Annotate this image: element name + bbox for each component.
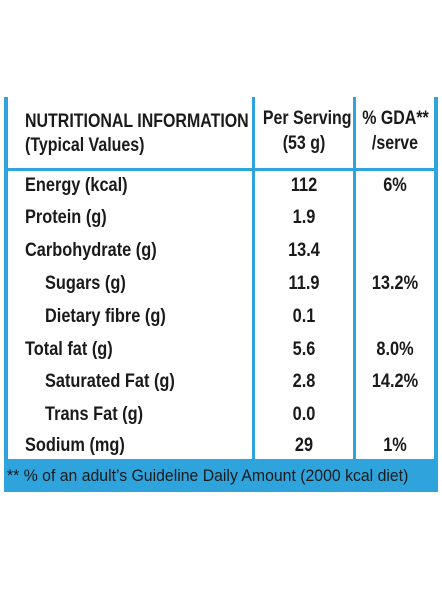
gda-value: 13.2% bbox=[371, 273, 419, 294]
table-row: Energy (kcal) 112 6% bbox=[8, 170, 434, 202]
gda-serve-header: /serve bbox=[371, 133, 419, 154]
nutrient-name: Total fat (g) bbox=[25, 339, 113, 360]
per-serving-value: 11.9 bbox=[288, 273, 320, 294]
table-row: Protein (g) 1.9 bbox=[8, 202, 434, 234]
table-row: Sugars (g) 11.9 13.2% bbox=[8, 268, 434, 300]
nutrient-name: Energy (kcal) bbox=[25, 175, 128, 196]
table-row: Saturated Fat (g) 2.8 14.2% bbox=[8, 366, 434, 398]
serving-size-header: (53 g) bbox=[282, 133, 326, 154]
per-serving-value: 0.0 bbox=[292, 404, 316, 425]
per-serving-value: 112 bbox=[290, 175, 318, 196]
gda-footnote: ** % of an adult’s Guideline Daily Amoun… bbox=[7, 466, 409, 485]
header-divider bbox=[8, 168, 434, 171]
nutrient-name: Sodium (mg) bbox=[25, 435, 125, 456]
nutrient-name: Sugars (g) bbox=[45, 273, 126, 294]
column-divider bbox=[353, 97, 356, 459]
table-row: Trans Fat (g) 0.0 bbox=[8, 399, 434, 431]
nutrient-name: Trans Fat (g) bbox=[45, 404, 144, 425]
per-serving-value: 0.1 bbox=[292, 306, 316, 327]
nutrient-name: Protein (g) bbox=[25, 207, 107, 228]
per-serving-value: 2.8 bbox=[292, 371, 316, 392]
per-serving-value: 5.6 bbox=[292, 339, 316, 360]
nutrient-name: Saturated Fat (g) bbox=[45, 371, 175, 392]
per-serving-value: 1.9 bbox=[292, 207, 316, 228]
gda-value: 8.0% bbox=[376, 339, 414, 360]
table-subtitle: (Typical Values) bbox=[25, 135, 145, 156]
table-row: Sodium (mg) 29 1% bbox=[8, 430, 434, 462]
nutrition-table: NUTRITIONAL INFORMATION (Typical Values)… bbox=[8, 97, 434, 459]
column-divider bbox=[252, 97, 255, 459]
gda-value: 1% bbox=[383, 435, 407, 456]
gda-value: 6% bbox=[383, 175, 407, 196]
table-title: NUTRITIONAL INFORMATION bbox=[25, 111, 249, 132]
table-row: Dietary fibre (g) 0.1 bbox=[8, 301, 434, 333]
per-serving-header: Per Serving bbox=[262, 108, 352, 129]
per-serving-value: 13.4 bbox=[288, 240, 320, 261]
nutrient-name: Carbohydrate (g) bbox=[25, 240, 157, 261]
gda-header: % GDA** bbox=[362, 108, 429, 129]
table-row: Carbohydrate (g) 13.4 bbox=[8, 235, 434, 267]
per-serving-value: 29 bbox=[294, 435, 314, 456]
nutrient-name: Dietary fibre (g) bbox=[45, 306, 166, 327]
nutrition-label: NUTRITIONAL INFORMATION (Typical Values)… bbox=[4, 97, 438, 492]
gda-value: 14.2% bbox=[371, 371, 419, 392]
table-row: Total fat (g) 5.6 8.0% bbox=[8, 334, 434, 366]
